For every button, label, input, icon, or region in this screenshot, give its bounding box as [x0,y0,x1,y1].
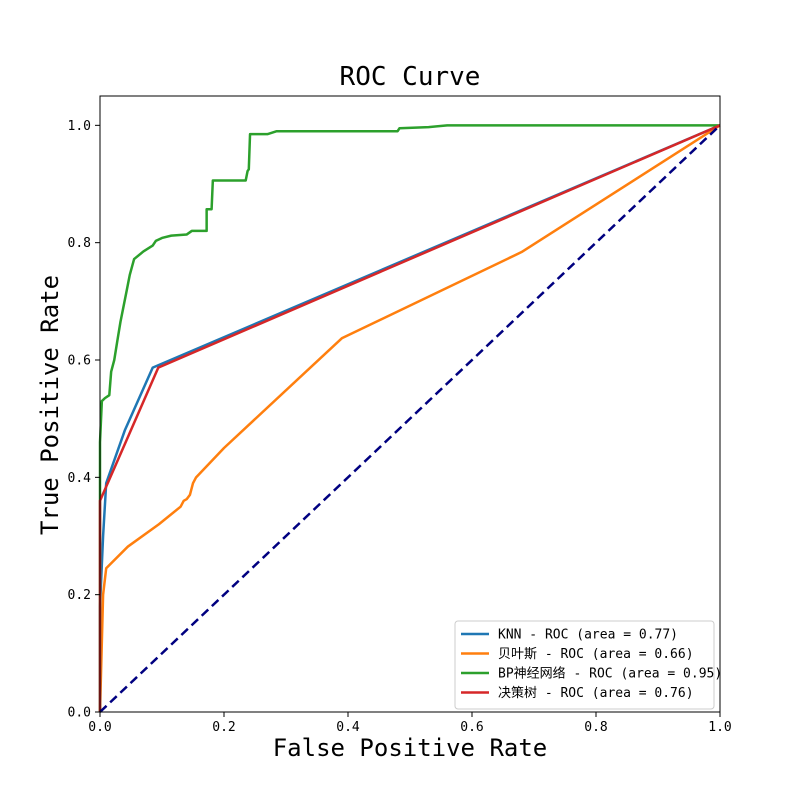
x-tick-label: 0.8 [584,720,607,735]
y-axis-label: True Positive Rate [36,275,64,535]
x-tick-label: 0.2 [212,720,235,735]
axes-background [100,96,720,712]
x-axis: 0.0 0.2 0.4 0.6 0.8 1.0 [88,712,732,735]
y-tick-label: 0.6 [68,354,91,369]
legend-entry-label: 贝叶斯 - ROC (area = 0.66) [498,647,694,662]
y-tick-label: 0.0 [68,706,91,721]
legend-frame [454,620,715,710]
y-tick-label: 0.8 [68,236,91,251]
x-tick-label: 0.0 [88,720,111,735]
y-tick-label: 0.4 [68,471,92,486]
series-line-3 [98,124,720,712]
x-tick-label: 0.4 [336,720,360,735]
plot-area [100,96,720,712]
x-tick-label: 0.6 [460,720,483,735]
chart-title: ROC Curve [340,62,481,92]
series-line-2 [98,124,721,713]
y-tick-label: 0.2 [68,588,91,603]
legend: KNN - ROC (area = 0.77) 贝叶斯 - ROC (area =… [454,620,722,710]
y-tick-label: 1.0 [68,119,91,134]
x-axis-label: False Positive Rate [273,734,548,762]
legend-entry-label: KNN - ROC (area = 0.77) [498,628,678,643]
axes-border [99,95,721,713]
diagonal-reference-line [99,124,721,713]
x-tick-label: 1.0 [708,720,731,735]
legend-entry-label: 决策树 - ROC (area = 0.76) [498,685,694,701]
legend-entry-label: BP神经网络 - ROC (area = 0.95) [498,666,722,682]
y-axis: 0.0 0.2 0.4 0.6 0.8 1.0 [68,119,100,721]
